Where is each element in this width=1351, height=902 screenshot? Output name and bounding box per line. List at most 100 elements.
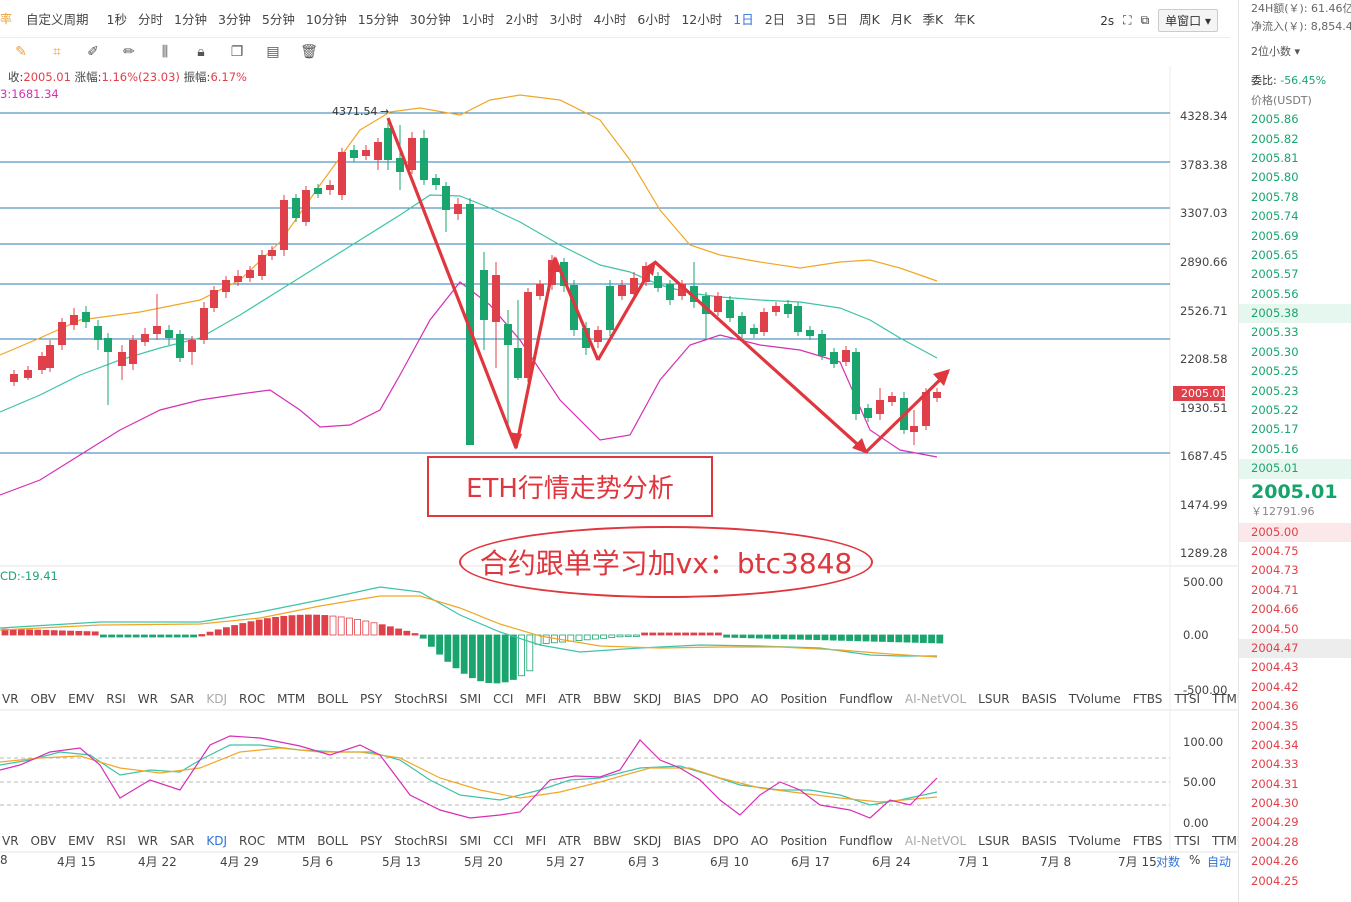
decimals-select[interactable]: 2位小数 ▾ bbox=[1251, 45, 1301, 58]
indicator-rsi-1[interactable]: RSI bbox=[106, 692, 126, 706]
period-12[interactable]: 6小时 bbox=[637, 12, 671, 27]
indicator-ai-netvol-2[interactable]: AI-NetVOL bbox=[904, 834, 967, 848]
indicator-basis-1[interactable]: BASIS bbox=[1021, 692, 1057, 706]
indicator-roc-1[interactable]: ROC bbox=[238, 692, 266, 706]
brush-icon[interactable]: ✏ bbox=[123, 44, 135, 60]
ask-row[interactable]: 2005.25 bbox=[1251, 364, 1299, 379]
period-8[interactable]: 1小时 bbox=[461, 12, 495, 27]
indicator-smi-2[interactable]: SMI bbox=[459, 834, 482, 848]
indicator-basis-2[interactable]: BASIS bbox=[1021, 834, 1057, 848]
indicator-bias-2[interactable]: BIAS bbox=[673, 834, 701, 848]
indicator-ao-1[interactable]: AO bbox=[750, 692, 769, 706]
bid-row[interactable]: 2004.36 bbox=[1251, 699, 1299, 714]
indicator-ttmu-2[interactable]: TTMU bbox=[1212, 834, 1246, 848]
indicator-smi-1[interactable]: SMI bbox=[459, 692, 482, 706]
indicator-sar-2[interactable]: SAR bbox=[169, 834, 195, 848]
period-18[interactable]: 周K bbox=[859, 12, 880, 27]
indicator-skdj-2[interactable]: SKDJ bbox=[633, 834, 662, 848]
indicator-mtm-1[interactable]: MTM bbox=[277, 692, 306, 706]
period-2[interactable]: 1分钟 bbox=[174, 12, 207, 27]
indicator-psy-2[interactable]: PSY bbox=[360, 834, 383, 848]
indicator-mfi-2[interactable]: MFI bbox=[525, 834, 547, 848]
indicator-ftbs-1[interactable]: FTBS bbox=[1132, 692, 1163, 706]
period-17[interactable]: 5日 bbox=[827, 12, 849, 27]
bid-row[interactable]: 2004.31 bbox=[1251, 776, 1299, 791]
copy-icon[interactable]: ❐ bbox=[230, 44, 244, 60]
ask-row[interactable]: 2005.80 bbox=[1251, 170, 1299, 185]
period-11[interactable]: 4小时 bbox=[593, 12, 627, 27]
ask-row[interactable]: 2005.65 bbox=[1251, 247, 1299, 262]
indicator-lsur-2[interactable]: LSUR bbox=[978, 834, 1010, 848]
period-7[interactable]: 30分钟 bbox=[409, 12, 451, 27]
ask-row[interactable]: 2005.23 bbox=[1251, 383, 1299, 398]
bid-row[interactable]: 2004.25 bbox=[1251, 873, 1299, 888]
indicator-boll-2[interactable]: BOLL bbox=[317, 834, 349, 848]
indicator-obv-1[interactable]: OBV bbox=[30, 692, 57, 706]
bid-row[interactable]: 2004.35 bbox=[1251, 718, 1299, 733]
indicator-ftbs-2[interactable]: FTBS bbox=[1132, 834, 1163, 848]
bid-row[interactable]: 2004.33 bbox=[1251, 757, 1299, 772]
indicator-dpo-2[interactable]: DPO bbox=[712, 834, 739, 848]
fullscreen-icon[interactable]: ⛶ bbox=[1123, 13, 1132, 27]
indicator-wr-1[interactable]: WR bbox=[137, 692, 158, 706]
indicator-fundflow-2[interactable]: Fundflow bbox=[839, 834, 893, 848]
indicator-rsi-2[interactable]: RSI bbox=[106, 834, 126, 848]
kline-chart[interactable]: 4328.34 3783.38 3307.03 2890.66 2526.71 2208.… bbox=[0, 66, 1238, 902]
indicator-position-2[interactable]: Position bbox=[780, 834, 828, 848]
indicator-fundflow-1[interactable]: Fundflow bbox=[839, 692, 893, 706]
indicator-stochrsi-2[interactable]: StochRSI bbox=[394, 834, 448, 848]
ask-row[interactable]: 2005.16 bbox=[1251, 441, 1299, 456]
ask-row[interactable]: 2005.86 bbox=[1251, 112, 1299, 127]
bid-row[interactable]: 2004.50 bbox=[1251, 621, 1299, 636]
window-mode-select[interactable]: 单窗口 ▾ bbox=[1158, 9, 1218, 32]
popout-icon[interactable]: ⧉ bbox=[1140, 13, 1150, 27]
ask-row[interactable]: 2005.22 bbox=[1251, 403, 1299, 418]
trash-icon[interactable]: 🗑︎ bbox=[300, 44, 318, 60]
pen-icon[interactable]: ✐ bbox=[87, 44, 99, 60]
indicator-bias-1[interactable]: BIAS bbox=[673, 692, 701, 706]
indicator-position-1[interactable]: Position bbox=[780, 692, 828, 706]
bid-row[interactable]: 2004.66 bbox=[1251, 602, 1299, 617]
ask-row[interactable]: 2005.81 bbox=[1251, 150, 1299, 165]
lock-icon[interactable]: 🔒︎ bbox=[197, 44, 205, 60]
bid-row[interactable]: 2004.71 bbox=[1251, 582, 1299, 597]
indicator-tvolume-1[interactable]: TVolume bbox=[1068, 692, 1121, 706]
bid-row[interactable]: 2004.29 bbox=[1251, 815, 1299, 830]
period-13[interactable]: 12小时 bbox=[681, 12, 723, 27]
percent-toggle[interactable]: % bbox=[1189, 853, 1201, 867]
bid-row[interactable]: 2004.73 bbox=[1251, 563, 1299, 578]
bid-row[interactable]: 2004.26 bbox=[1251, 854, 1299, 869]
ask-row[interactable]: 2005.17 bbox=[1251, 422, 1299, 437]
indicator-vr-1[interactable]: VR bbox=[2, 692, 19, 706]
indicator-vr-2[interactable]: VR bbox=[2, 834, 19, 848]
ask-row[interactable]: 2005.01 bbox=[1239, 459, 1351, 479]
period-16[interactable]: 3日 bbox=[796, 12, 817, 27]
indicator-emv-1[interactable]: EMV bbox=[68, 692, 95, 706]
ruler-alt-icon[interactable]: ⌗ bbox=[53, 44, 61, 60]
indicator-ao-2[interactable]: AO bbox=[750, 834, 769, 848]
ask-row[interactable]: 2005.33 bbox=[1251, 325, 1299, 340]
indicator-bbw-2[interactable]: BBW bbox=[593, 834, 622, 848]
ask-row[interactable]: 2005.69 bbox=[1251, 228, 1299, 243]
ask-row[interactable]: 2005.74 bbox=[1251, 209, 1299, 224]
indicator-dpo-1[interactable]: DPO bbox=[712, 692, 739, 706]
indicator-mfi-1[interactable]: MFI bbox=[525, 692, 547, 706]
indicator-ttsi-1[interactable]: TTSI bbox=[1174, 692, 1201, 706]
bid-row[interactable]: 2004.43 bbox=[1251, 660, 1299, 675]
bid-row[interactable]: 2004.47 bbox=[1239, 638, 1351, 659]
ask-row[interactable]: 2005.78 bbox=[1251, 189, 1299, 204]
period-21[interactable]: 年K bbox=[954, 12, 975, 27]
indicator-atr-2[interactable]: ATR bbox=[558, 834, 582, 848]
period-15[interactable]: 2日 bbox=[764, 12, 786, 27]
indicator-skdj-1[interactable]: SKDJ bbox=[633, 692, 662, 706]
period-5[interactable]: 10分钟 bbox=[305, 12, 347, 27]
candles-icon[interactable]: ⫼ bbox=[161, 44, 169, 60]
bid-row[interactable]: 2005.00 bbox=[1239, 522, 1351, 542]
custom-period-button[interactable]: 自定义周期 bbox=[26, 12, 89, 27]
indicator-mtm-2[interactable]: MTM bbox=[277, 834, 306, 848]
indicator-kdj-2[interactable]: KDJ bbox=[206, 834, 227, 848]
period-6[interactable]: 15分钟 bbox=[357, 12, 399, 27]
period-14[interactable]: 1日 bbox=[733, 12, 754, 27]
indicator-lsur-1[interactable]: LSUR bbox=[978, 692, 1010, 706]
indicator-tvolume-2[interactable]: TVolume bbox=[1068, 834, 1121, 848]
